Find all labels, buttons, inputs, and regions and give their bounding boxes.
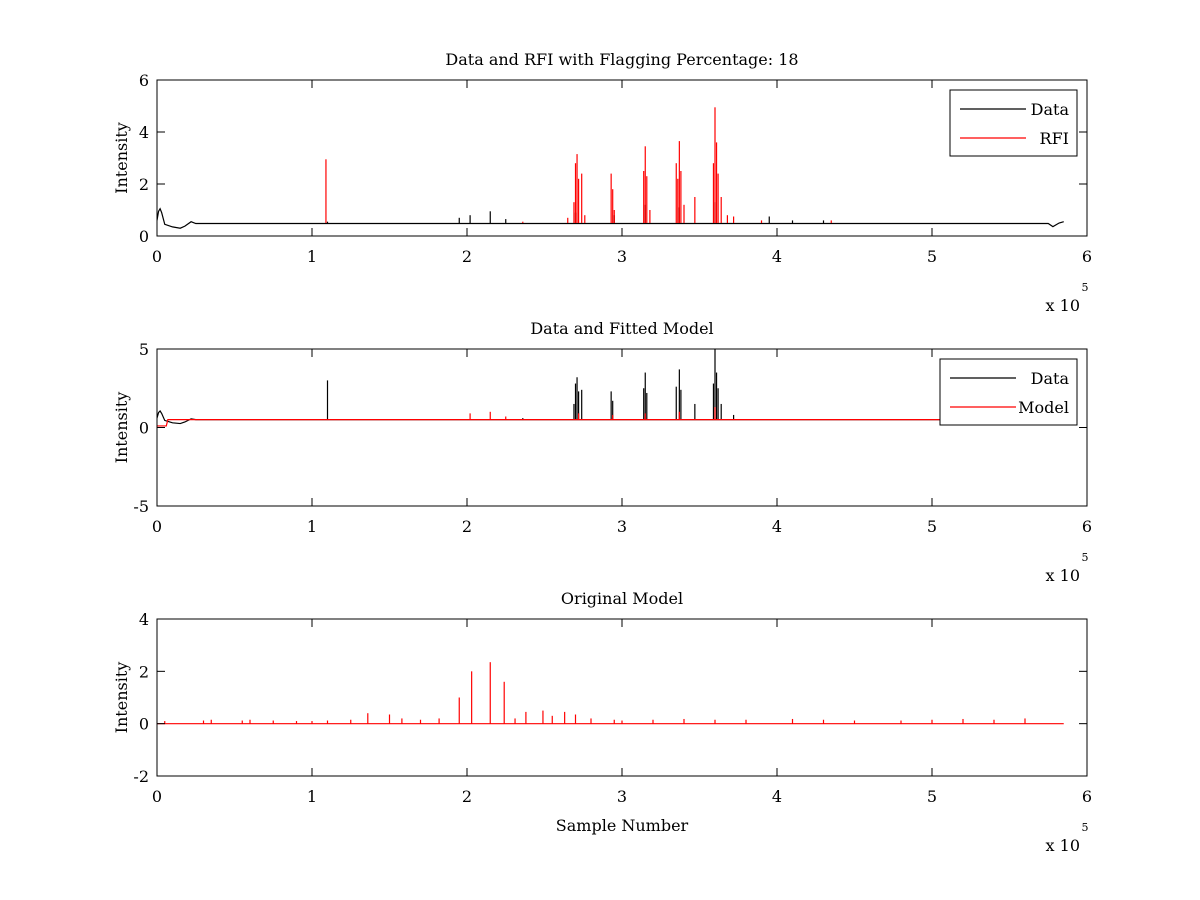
y-tick-label: 2 (139, 175, 149, 194)
x-tick-label: 3 (617, 517, 627, 536)
y-tick-label: 4 (139, 123, 149, 142)
y-tick-label: 2 (139, 662, 149, 681)
legend-entry: RFI (1040, 129, 1069, 148)
series-model (157, 662, 1064, 725)
x-tick-label: 5 (927, 787, 937, 806)
x-tick-label: 0 (152, 247, 162, 266)
y-tick-label: 0 (139, 715, 149, 734)
x-multiplier: x 10 (1046, 296, 1080, 315)
x-tick-label: 5 (927, 517, 937, 536)
y-tick-label: -2 (133, 767, 149, 786)
plot-area (157, 349, 1064, 427)
x-tick-label: 6 (1082, 247, 1092, 266)
legend: Data RFI (949, 89, 1078, 157)
y-axis-label: Intensity (112, 662, 131, 734)
series-line (157, 207, 1064, 229)
chart-title: Data and RFI with Flagging Percentage: 1… (445, 50, 798, 69)
x-tick-label: 5 (927, 247, 937, 266)
x-tick-label: 2 (462, 247, 472, 266)
series-rfi (325, 107, 832, 223)
legend-box (949, 89, 1078, 157)
x-tick-label: 0 (152, 517, 162, 536)
legend-entry: Model (1018, 398, 1069, 417)
x-tick-label: 3 (617, 787, 627, 806)
x-multiplier-exponent: 5 (1082, 551, 1089, 564)
chart-panel-1: 0 1 2 3 4 5 6 0 2 4 6 Data and RFI with Flagging Pe… (112, 50, 1092, 315)
x-multiplier-exponent: 5 (1082, 821, 1089, 834)
x-tick-label: 2 (462, 787, 472, 806)
legend-entry: Data (1031, 100, 1070, 119)
series-line (157, 419, 1064, 427)
x-tick-label: 4 (772, 787, 782, 806)
chart-title: Data and Fitted Model (530, 319, 713, 338)
x-tick-label: 1 (307, 247, 317, 266)
x-tick-label: 2 (462, 517, 472, 536)
legend: Data Model (939, 358, 1078, 426)
y-axis-label: Intensity (112, 122, 131, 194)
y-tick-label: -5 (133, 497, 149, 516)
plot-area (157, 107, 1064, 229)
chart-title: Original Model (561, 589, 683, 608)
chart-panels: 0 1 2 3 4 5 6 0 2 4 6 Data and RFI with Flagging Pe… (112, 50, 1092, 855)
x-axis-label: Sample Number (556, 816, 689, 835)
legend-entry: Data (1031, 369, 1070, 388)
x-tick-label: 1 (307, 787, 317, 806)
y-tick-label: 0 (139, 419, 149, 438)
x-tick-label: 6 (1082, 787, 1092, 806)
series-model (157, 407, 1064, 427)
x-tick-label: 3 (617, 247, 627, 266)
legend-box (939, 358, 1078, 426)
x-tick-label: 6 (1082, 517, 1092, 536)
plot-area (157, 662, 1064, 725)
x-tick-label: 4 (772, 247, 782, 266)
x-multiplier: x 10 (1046, 836, 1080, 855)
x-multiplier: x 10 (1046, 566, 1080, 585)
y-tick-label: 5 (139, 340, 149, 359)
x-tick-label: 0 (152, 787, 162, 806)
x-multiplier-exponent: 5 (1082, 281, 1089, 294)
y-tick-label: 0 (139, 227, 149, 246)
x-tick-label: 4 (772, 517, 782, 536)
y-tick-label: 4 (139, 610, 149, 629)
y-tick-label: 6 (139, 71, 149, 90)
x-tick-label: 1 (307, 517, 317, 536)
y-axis-label: Intensity (112, 392, 131, 464)
